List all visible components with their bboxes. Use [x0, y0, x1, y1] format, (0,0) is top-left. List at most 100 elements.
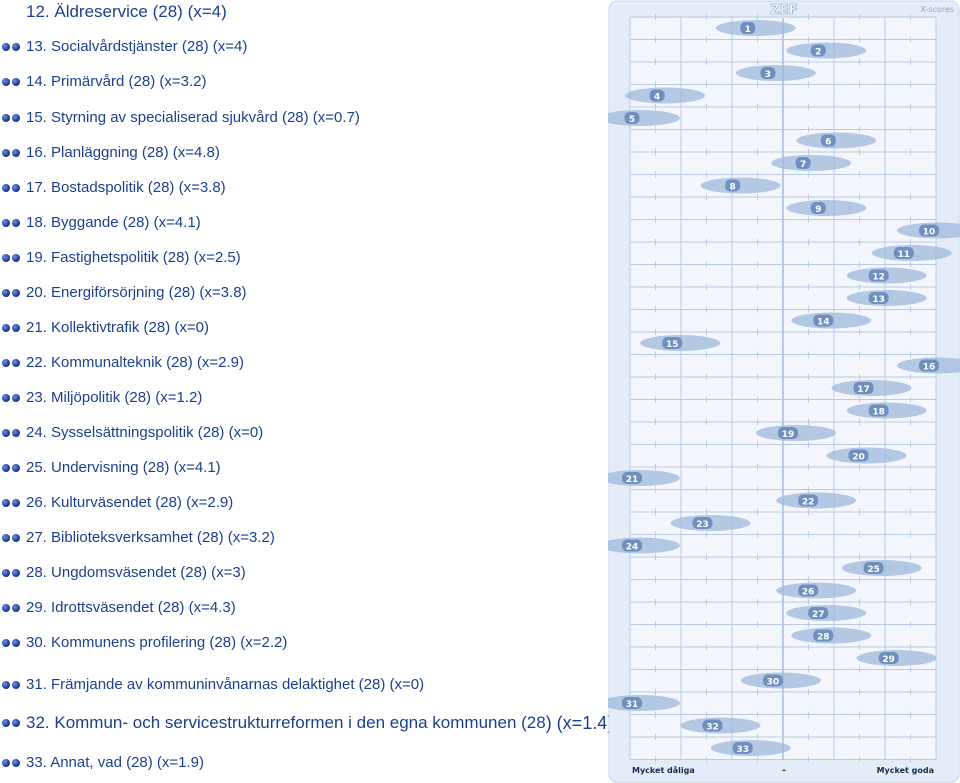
list-item: 16. Planläggning (28) (x=4.8) — [0, 141, 220, 165]
data-point: 10 — [896, 222, 960, 239]
data-point: 26 — [776, 582, 857, 599]
data-point-label: 23 — [696, 520, 709, 530]
list-item: 22. Kommunalteknik (28) (x=2.9) — [0, 351, 244, 375]
list-item-text: 19. Fastighetspolitik (28) (x=2.5) — [26, 249, 241, 266]
bullet-icon — [2, 114, 24, 122]
data-point-badge — [762, 674, 783, 687]
list-item: 21. Kollektivtrafik (28) (x=0) — [0, 316, 209, 340]
list-item-text: 16. Planläggning (28) (x=4.8) — [26, 144, 220, 161]
list-item-text: 25. Undervisning (28) (x=4.1) — [26, 459, 221, 476]
data-point-label: 11 — [898, 250, 911, 260]
data-point: 6 — [796, 132, 877, 149]
data-point: 32 — [680, 717, 761, 734]
data-point-label: 32 — [706, 723, 719, 733]
bullet-icon — [2, 464, 24, 472]
data-point-badge — [863, 562, 884, 574]
list-item: 28. Ungdomsväsendet (28) (x=3) — [0, 561, 246, 585]
list-item-text: 17. Bostadspolitik (28) (x=3.8) — [26, 179, 226, 196]
list-item-text: 26. Kulturväsendet (28) (x=2.9) — [26, 494, 234, 511]
data-point-label: 22 — [802, 498, 815, 508]
data-point-label: 6 — [825, 138, 831, 148]
data-point: 33 — [710, 740, 791, 756]
data-point-badge — [798, 494, 819, 507]
data-point-label: 18 — [872, 408, 885, 418]
data-point-badge — [810, 202, 826, 214]
bullet-icon — [2, 359, 24, 367]
data-point: 15 — [640, 335, 721, 351]
list-item-text: 21. Kollektivtrafik (28) (x=0) — [26, 319, 209, 336]
list-item-text: 12. Äldreservice (28) (x=4) — [26, 2, 227, 21]
list-item-text: 14. Primärvård (28) (x=3.2) — [26, 73, 207, 90]
bullet-icon — [2, 324, 24, 332]
data-point-badge — [702, 719, 723, 732]
data-point-badge — [918, 359, 939, 372]
data-point-label: 33 — [736, 745, 749, 755]
data-point-badge — [808, 607, 829, 619]
list-item-text: 20. Energiförsörjning (28) (x=3.8) — [26, 284, 247, 301]
data-point-badge — [740, 22, 756, 34]
bullet-icon — [2, 759, 24, 767]
list-item: 13. Socialvårdstjänster (28) (x=4) — [0, 35, 247, 59]
data-point-badge — [918, 224, 939, 237]
list-item-text: 28. Ungdomsväsendet (28) (x=3) — [26, 564, 246, 581]
data-point-badge — [622, 697, 642, 709]
data-point: 24 — [608, 537, 680, 554]
bullet-icon — [2, 254, 24, 262]
data-point-label: 17 — [857, 385, 870, 395]
data-point-badge — [692, 517, 713, 529]
data-point: 17 — [831, 380, 912, 396]
list-item: 26. Kulturväsendet (28) (x=2.9) — [0, 491, 233, 515]
data-point: 27 — [786, 605, 867, 621]
data-point-label: 14 — [817, 318, 830, 328]
data-point-label: 16 — [923, 363, 936, 373]
list-item: 20. Energiförsörjning (28) (x=3.8) — [0, 281, 247, 305]
data-point-badge — [624, 112, 640, 124]
data-point-badge — [820, 134, 836, 147]
list-item-text: 32. Kommun- och servicestrukturreformen … — [26, 713, 546, 732]
data-point-label: 7 — [800, 160, 806, 170]
data-point-badge — [853, 382, 874, 394]
bullet-icon — [2, 719, 24, 727]
data-point-halo — [735, 65, 816, 81]
data-point-label: 21 — [626, 475, 639, 485]
data-point: 14 — [791, 312, 872, 329]
data-point: 8 — [700, 177, 781, 194]
data-point-label: 13 — [872, 295, 885, 305]
list-item-text: 31. Främjande av kommuninvånarnas delakt… — [26, 676, 425, 693]
data-point: 31 — [608, 695, 680, 711]
data-point: 7 — [771, 155, 852, 171]
item-list: 12. Äldreservice (28) (x=4) 13. Socialvår… — [0, 2, 613, 775]
data-point: 2 — [786, 42, 867, 59]
list-item: 19. Fastighetspolitik (28) (x=2.5) — [0, 246, 241, 270]
data-point: 23 — [670, 515, 751, 531]
data-point-halo — [786, 200, 867, 216]
data-point-label: 2 — [815, 48, 821, 58]
data-point-label: 19 — [782, 430, 795, 440]
data-point: 12 — [846, 267, 927, 284]
list-item-text: 30. Kommunens profilering (28) (x=2.2) — [26, 634, 288, 651]
bullet-icon — [2, 43, 24, 51]
data-point-label: 12 — [872, 273, 885, 283]
list-item-text: 13. Socialvårdstjänster (28) (x=4) — [26, 38, 248, 55]
data-point-badge — [868, 269, 889, 282]
bullet-icon — [2, 289, 24, 297]
data-point-label: 31 — [626, 700, 639, 710]
data-point-badge — [795, 157, 811, 169]
data-point-badge — [662, 337, 683, 349]
list-item: 25. Undervisning (28) (x=4.1) — [0, 456, 221, 480]
data-point-halo — [786, 42, 867, 59]
data-point-label: 27 — [812, 610, 825, 620]
data-point-badge — [813, 629, 834, 642]
data-point-badge — [868, 292, 889, 304]
data-point: 22 — [776, 492, 857, 509]
data-point-label: 26 — [802, 588, 815, 598]
bullet-icon — [2, 394, 24, 402]
list-item: 33. Annat, vad (28) (x=1.9) — [0, 751, 204, 775]
data-point-label: 3 — [765, 70, 771, 80]
list-item-text: 33. Annat, vad (28) (x=1.9) — [26, 754, 205, 771]
bullet-icon — [2, 604, 24, 612]
data-point-label: 30 — [767, 678, 780, 688]
bullet-icon — [2, 149, 24, 157]
data-point-badge — [848, 449, 869, 462]
list-item-tail: ) (x=1.4) — [545, 713, 614, 733]
